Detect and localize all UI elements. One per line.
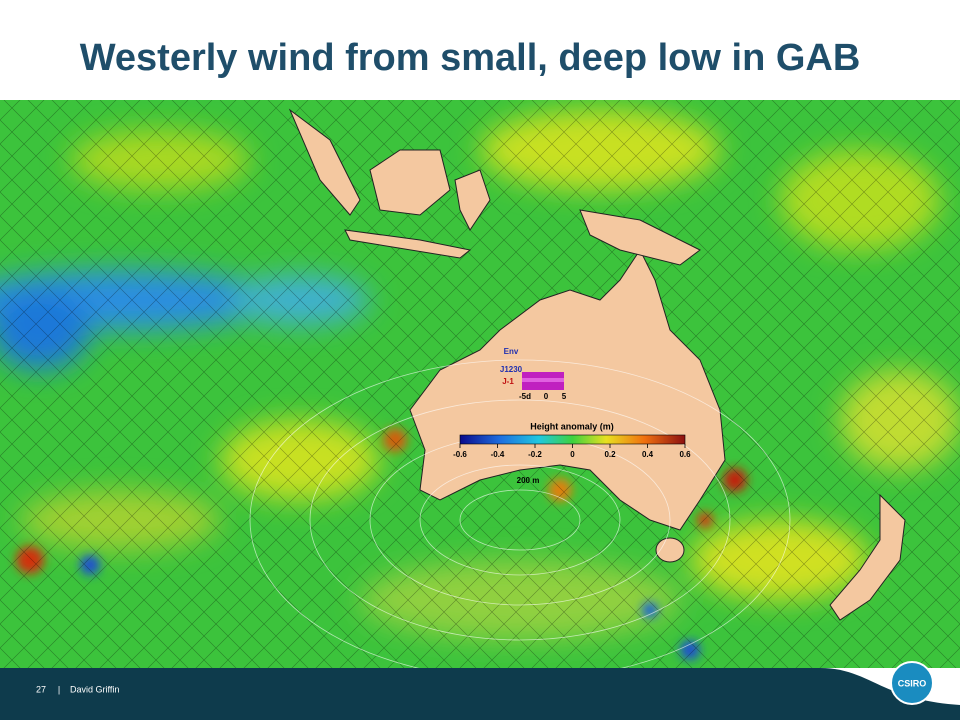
page-number: 27 xyxy=(36,684,46,694)
inset-label: J-1 xyxy=(502,377,514,386)
colorbar-tick-label: -0.6 xyxy=(453,450,467,459)
colorbar-tick-label: 0.2 xyxy=(604,450,616,459)
contour-label: 200 m xyxy=(517,476,540,485)
colorbar-tick-label: -0.4 xyxy=(491,450,505,459)
map-caption: Altimeter sea level anomaly, along-track… xyxy=(159,84,721,94)
logo: CSIRO xyxy=(898,678,927,688)
author: David Griffin xyxy=(70,684,119,694)
colorbar-tick-label: 0 xyxy=(570,450,575,459)
slide-title: Westerly wind from small, deep low in GA… xyxy=(80,37,861,79)
colorbar-tick-label: 0.4 xyxy=(642,450,654,459)
footer: 27 | David Griffin CSIRO xyxy=(0,661,960,720)
colorbar-label: Height anomaly (m) xyxy=(530,421,614,431)
colorbar-tick-label: 0.6 xyxy=(679,450,691,459)
colorbar-scale xyxy=(459,434,686,445)
inset-label: J1230 xyxy=(500,365,523,374)
colorbar: Height anomaly (m) -0.6 -0.4 -0.2 0 0.2 0.4 0.… xyxy=(453,421,691,459)
inset: Env J1230 J-1 -5d 0 5 xyxy=(500,347,567,401)
inset-axis: 0 xyxy=(544,392,549,401)
separator: | xyxy=(58,684,60,694)
inset-axis: 5 xyxy=(562,392,567,401)
inset-label: Env xyxy=(504,347,519,356)
colorbar-tick-label: -0.2 xyxy=(528,450,542,459)
map: Altimeter sea level anomaly, along-track… xyxy=(0,84,960,668)
inset-axis: -5d xyxy=(519,392,531,401)
